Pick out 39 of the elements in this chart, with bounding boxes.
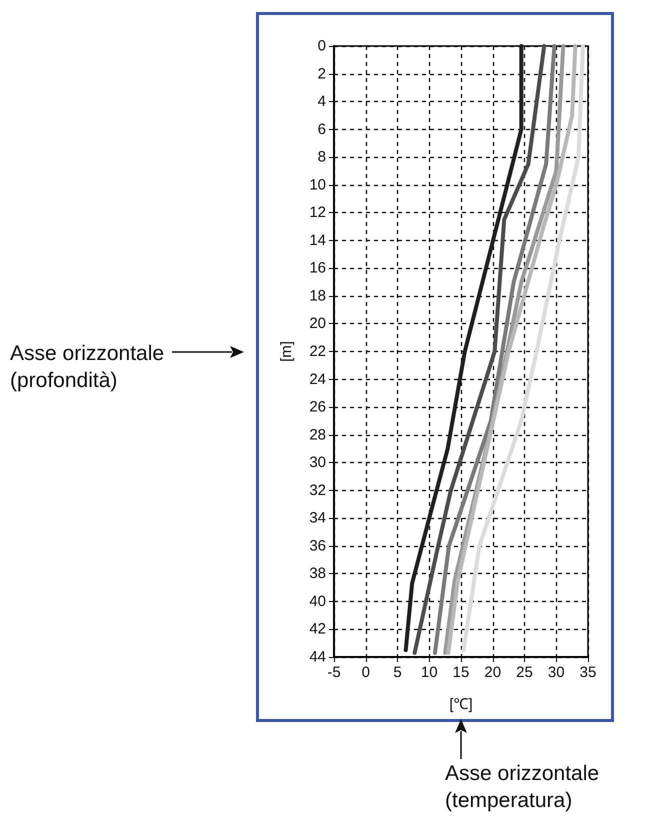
y-tick-label: 26 bbox=[309, 398, 326, 416]
y-tick-label: 10 bbox=[309, 176, 326, 194]
y-tick-label: 2 bbox=[318, 65, 326, 82]
y-tick-label: 22 bbox=[309, 343, 326, 360]
y-tick-label: 18 bbox=[309, 287, 326, 304]
y-tick-label: 20 bbox=[309, 315, 326, 332]
y-tick-label: 8 bbox=[318, 148, 326, 166]
y-tick-label: 36 bbox=[309, 537, 326, 554]
y-tick-label: 34 bbox=[309, 510, 326, 527]
x-tick-label: -5 bbox=[327, 664, 341, 681]
x-tick-label: 35 bbox=[580, 664, 596, 681]
line-series bbox=[462, 44, 585, 652]
x-tick-label: 0 bbox=[362, 664, 370, 681]
y-tick-label: 0 bbox=[318, 38, 326, 54]
line-series bbox=[412, 44, 546, 655]
y-tick-label: 24 bbox=[309, 370, 326, 388]
text: Asse orizzontale (profondità) bbox=[10, 341, 164, 394]
y-axis-title: [m] bbox=[278, 341, 295, 362]
y-tick-label: 4 bbox=[318, 93, 326, 110]
line-series bbox=[404, 44, 524, 652]
x-tick-label: 15 bbox=[452, 664, 470, 681]
y-tick-label: 6 bbox=[318, 120, 326, 138]
y-tick-label: 14 bbox=[309, 232, 326, 249]
x-axis-title: [℃] bbox=[449, 696, 473, 713]
y-tick-label: 30 bbox=[309, 454, 326, 472]
y-tick-label: 38 bbox=[309, 565, 326, 582]
x-tick-label: 20 bbox=[484, 664, 502, 681]
x-tick-label: 10 bbox=[420, 664, 438, 681]
x-tick-label: 30 bbox=[548, 664, 565, 681]
y-tick-label: 28 bbox=[309, 426, 326, 444]
text: Asse orizzontale (temperatura) bbox=[445, 761, 600, 814]
y-tick-label: 42 bbox=[309, 620, 326, 638]
y-tick-label: 32 bbox=[309, 482, 326, 499]
y-tick-label: 40 bbox=[309, 592, 326, 610]
x-tick-label: 5 bbox=[393, 664, 402, 681]
y-tick-label: 12 bbox=[309, 204, 326, 222]
y-tick-label: 16 bbox=[309, 260, 326, 277]
x-tick-label: 25 bbox=[516, 664, 533, 681]
y-tick-label: 44 bbox=[309, 648, 326, 666]
